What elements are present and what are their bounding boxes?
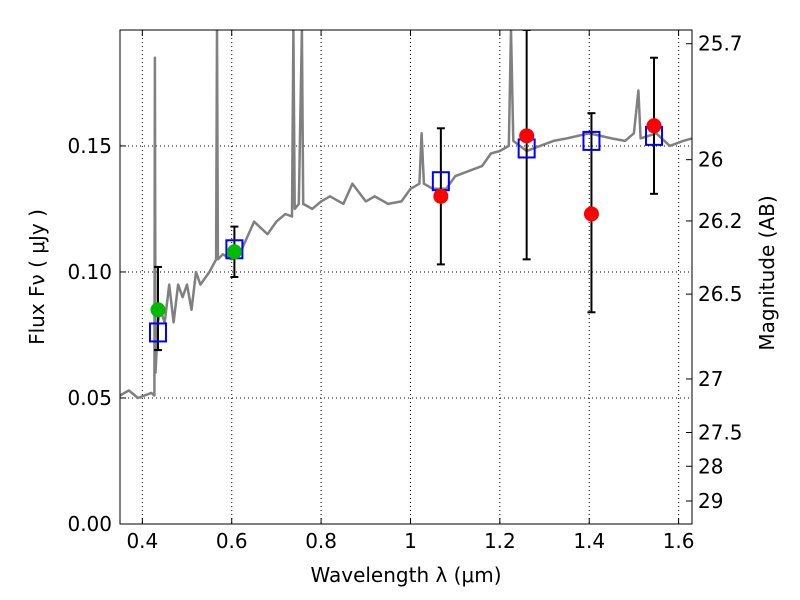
y-axis-label-left: Flux Fν ( μJy ) [25,209,49,345]
y-tick-label: 0.00 [67,512,112,536]
model-box [148,322,167,343]
x-tick-label: 1.4 [573,529,605,553]
y-axis-label-right: Magnitude (AB) [755,195,779,350]
x-tick-label: 1.2 [484,529,516,553]
mag-tick-label: 27 [698,367,723,391]
red-point [433,188,449,204]
x-tick-label: 1 [404,529,417,553]
x-tick-label: 0.8 [305,529,337,553]
red-point [519,128,535,144]
spectrum-polyline [120,30,692,400]
x-axis-label: Wavelength λ (μm) [310,563,501,587]
plot-frame [119,29,693,525]
red-point [583,206,599,222]
model-boxes [148,125,664,343]
axis-ticks: 0.4 0.6 0.8 1 1.2 1.4 1.6 0.00 0.05 0.10 0.15 25.7 2… [67,30,743,553]
mag-tick-label: 25.7 [698,32,743,56]
data-points [150,118,662,318]
x-tick-label: 0.4 [126,529,158,553]
model-box [582,130,601,151]
y-tick-label: 0.10 [67,260,112,284]
mag-tick-label: 29 [698,489,723,513]
x-tick-label: 1.6 [663,529,695,553]
mag-tick-label: 28 [698,454,723,478]
y-tick-label: 0.15 [67,134,112,158]
y-tick-label: 0.05 [67,386,112,410]
mag-tick-label: 26.5 [698,282,743,306]
spectrum-line [120,30,692,400]
green-point [226,244,242,260]
green-point [150,302,166,318]
mag-tick-label: 27.5 [698,420,743,444]
x-tick-label: 0.6 [216,529,248,553]
error-bars [153,30,659,352]
mag-tick-label: 26 [698,148,723,172]
red-point [646,118,662,134]
mag-tick-label: 26.2 [698,209,743,233]
